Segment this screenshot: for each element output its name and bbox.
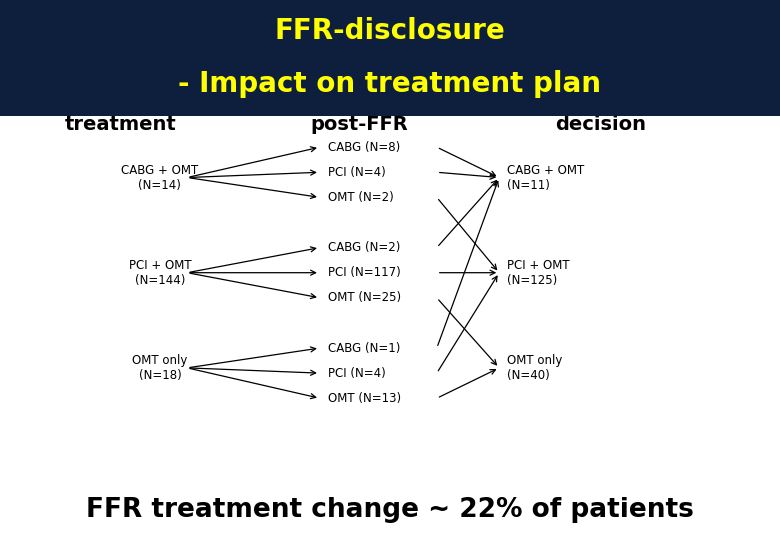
Text: CABG + OMT
(N=14): CABG + OMT (N=14) xyxy=(121,164,199,192)
Text: - Impact on treatment plan: - Impact on treatment plan xyxy=(179,70,601,98)
Text: OMT (N=2): OMT (N=2) xyxy=(328,191,393,204)
Text: Initial
treatment: Initial treatment xyxy=(65,93,177,134)
Text: PCI + OMT
(N=125): PCI + OMT (N=125) xyxy=(507,259,569,287)
Text: OMT only
(N=18): OMT only (N=18) xyxy=(133,354,187,382)
Text: CABG + OMT
(N=11): CABG + OMT (N=11) xyxy=(507,164,584,192)
Text: OMT (N=25): OMT (N=25) xyxy=(328,291,401,305)
Text: PCI (N=4): PCI (N=4) xyxy=(328,367,385,380)
Text: FFR treatment change ~ 22% of patients: FFR treatment change ~ 22% of patients xyxy=(86,497,694,523)
Text: PCI + OMT
(N=144): PCI + OMT (N=144) xyxy=(129,259,191,287)
Text: FFR-disclosure: FFR-disclosure xyxy=(275,17,505,45)
Bar xyxy=(0,0,780,116)
Text: PCI (N=117): PCI (N=117) xyxy=(328,266,400,279)
Text: CABG (N=2): CABG (N=2) xyxy=(328,241,400,254)
Text: CABG (N=1): CABG (N=1) xyxy=(328,341,400,355)
Text: CABG (N=8): CABG (N=8) xyxy=(328,140,400,154)
Text: OMT (N=13): OMT (N=13) xyxy=(328,392,401,405)
Text: PCI (N=4): PCI (N=4) xyxy=(328,166,385,179)
Text: Final
decision: Final decision xyxy=(555,93,646,134)
Text: Change
post-FFR: Change post-FFR xyxy=(310,93,408,134)
Text: OMT only
(N=40): OMT only (N=40) xyxy=(507,354,562,382)
